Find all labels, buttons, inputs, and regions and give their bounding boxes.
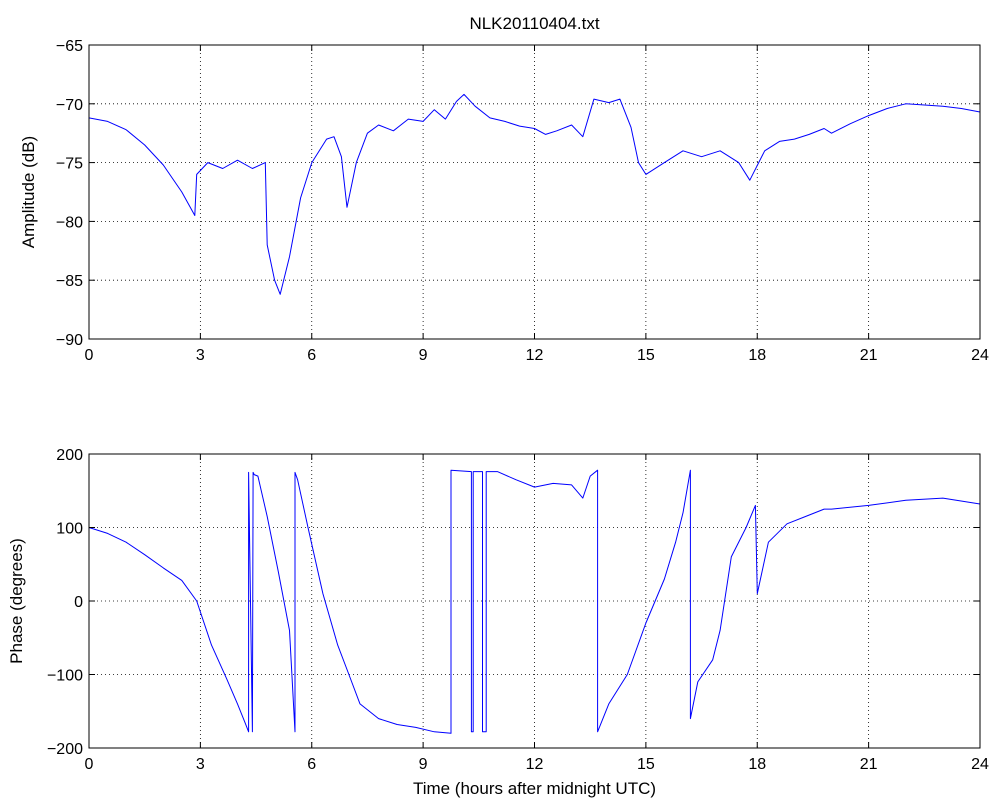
phase-x-tick-label: 0 bbox=[85, 756, 94, 773]
phase-x-tick-label: 3 bbox=[196, 756, 205, 773]
phase-y-tick-label: −200 bbox=[47, 741, 83, 758]
amplitude-y-tick-label: −90 bbox=[56, 332, 83, 349]
amplitude-chart: 0 3 6 9 12 15 18 21 24 −65 −70 −75 −80 −85 −90 NLK20110… bbox=[19, 14, 989, 364]
phase-x-tick-label: 6 bbox=[307, 756, 316, 773]
amplitude-y-tick-label: −85 bbox=[56, 273, 83, 290]
amplitude-x-tick-label: 18 bbox=[748, 347, 766, 364]
phase-y-tick-label: −100 bbox=[47, 668, 83, 685]
phase-series-line bbox=[88, 469, 981, 734]
phase-y-axis-label: Phase (degrees) bbox=[7, 538, 26, 664]
amplitude-y-tick-label: −75 bbox=[56, 156, 83, 173]
phase-chart: 0 3 6 9 12 15 18 21 24 200 100 0 −100 −200 Phase (degr… bbox=[7, 447, 989, 798]
amplitude-x-tick-label: 3 bbox=[196, 347, 205, 364]
amplitude-series-line bbox=[88, 93, 981, 295]
amplitude-y-tick-label: −70 bbox=[56, 97, 83, 114]
phase-y-tick-label: 100 bbox=[56, 521, 83, 538]
amplitude-y-tick-label: −65 bbox=[56, 38, 83, 55]
amplitude-x-tick-label: 12 bbox=[526, 347, 544, 364]
phase-x-tick-label: 9 bbox=[419, 756, 428, 773]
phase-x-tick-label: 12 bbox=[526, 756, 544, 773]
chart-title: NLK20110404.txt bbox=[469, 14, 599, 33]
amplitude-x-tick-label: 15 bbox=[637, 347, 655, 364]
phase-x-tick-label: 24 bbox=[971, 756, 989, 773]
amplitude-y-tick-label: −80 bbox=[56, 214, 83, 231]
amplitude-x-tick-label: 21 bbox=[860, 347, 878, 364]
amplitude-x-tick-label: 24 bbox=[971, 347, 989, 364]
amplitude-x-tick-label: 0 bbox=[85, 347, 94, 364]
amplitude-y-axis-label: Amplitude (dB) bbox=[19, 136, 38, 248]
phase-y-tick-label: 200 bbox=[56, 447, 83, 464]
amplitude-x-tick-label: 9 bbox=[419, 347, 428, 364]
phase-x-tick-label: 15 bbox=[637, 756, 655, 773]
phase-y-tick-label: 0 bbox=[74, 594, 83, 611]
phase-x-tick-label: 21 bbox=[860, 756, 878, 773]
phase-x-tick-label: 18 bbox=[748, 756, 766, 773]
phase-x-axis-label: Time (hours after midnight UTC) bbox=[413, 779, 656, 798]
amplitude-x-tick-label: 6 bbox=[307, 347, 316, 364]
